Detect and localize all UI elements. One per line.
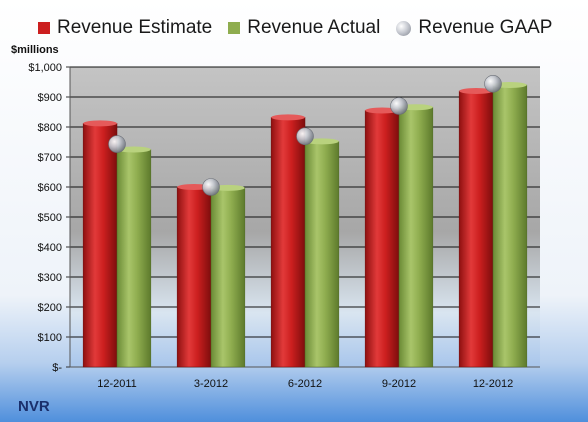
bar-cap-revenue-actual [305, 138, 339, 145]
x-tick-label: 12-2011 [97, 378, 137, 390]
marker-revenue-gaap [390, 97, 408, 115]
marker-revenue-gaap [202, 178, 220, 196]
x-tick-label: 3-2012 [194, 378, 228, 390]
bar-revenue-estimate [364, 110, 400, 368]
legend-swatch-estimate [38, 22, 50, 34]
legend-item-gaap: Revenue GAAP [396, 17, 552, 39]
legend-item-actual: Revenue Actual [228, 17, 380, 39]
legend-marker-gaap [396, 20, 412, 36]
bar-revenue-actual [492, 84, 528, 368]
bars [82, 82, 528, 368]
legend-label-estimate: Revenue Estimate [57, 17, 213, 38]
y-tick-label: $1,000 [28, 62, 62, 74]
legend-label-gaap: Revenue GAAP [418, 17, 553, 38]
y-axis-unit-label: $millions [11, 44, 59, 56]
bar-cap-revenue-estimate [365, 107, 399, 114]
bar-revenue-estimate [176, 186, 212, 368]
legend-swatch-actual [228, 22, 241, 34]
bar-revenue-estimate [270, 117, 306, 368]
bar-cap-revenue-estimate [271, 114, 305, 121]
bar-cap-revenue-actual [117, 146, 151, 153]
bar-revenue-actual [116, 149, 152, 368]
legend-label-actual: Revenue Actual [247, 17, 381, 38]
bar-revenue-actual [210, 187, 246, 368]
y-tick-label: $900 [38, 92, 62, 104]
marker-revenue-gaap [108, 135, 126, 153]
tick-labels: $- $100 $200 $300 $400 $500 $600 $700 $800 $900 $1… [28, 62, 513, 390]
y-tick-label: $500 [38, 212, 62, 224]
chart-legend: Revenue Estimate Revenue Actual Revenue … [38, 17, 568, 39]
y-tick-label: $- [52, 362, 62, 374]
x-tick-label: 9-2012 [382, 378, 416, 390]
bar-revenue-estimate [458, 90, 494, 368]
y-tick-label: $100 [38, 332, 62, 344]
marker-revenue-gaap [484, 75, 502, 93]
x-tick-label: 6-2012 [288, 378, 322, 390]
y-tick-label: $700 [38, 152, 62, 164]
bar-revenue-estimate [82, 123, 118, 368]
y-tick-label: $300 [38, 272, 62, 284]
bar-cap-revenue-estimate [459, 88, 493, 94]
bar-revenue-actual [304, 141, 340, 368]
bar-cap-revenue-estimate [83, 120, 117, 127]
bar-revenue-actual [398, 106, 434, 368]
y-tick-label: $600 [38, 182, 62, 194]
legend-item-estimate: Revenue Estimate [38, 17, 212, 39]
y-tick-label: $200 [38, 302, 62, 314]
y-tick-label: $800 [38, 122, 62, 134]
company-name: NVR [18, 398, 50, 415]
y-tick-label: $400 [38, 242, 62, 254]
gaap-markers [108, 75, 502, 196]
x-tick-label: 12-2012 [473, 378, 513, 390]
marker-revenue-gaap [296, 127, 314, 146]
